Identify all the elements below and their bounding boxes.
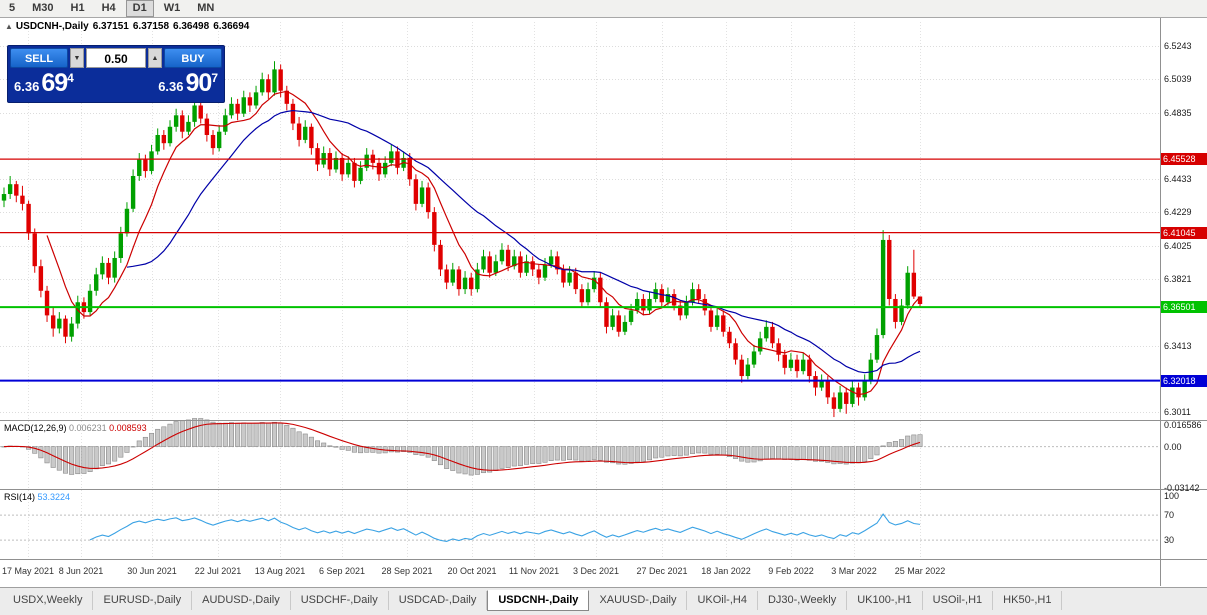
price-axis-label: -0.03142: [1164, 483, 1200, 493]
symbol-tab-hk50-h1[interactable]: HK50-,H1: [993, 591, 1063, 610]
price-axis-label: 6.3821: [1164, 274, 1192, 284]
ohlc-low: 6.36498: [173, 21, 210, 32]
date-label: 18 Jan 2022: [701, 566, 751, 576]
macd-value-signal: 0.008593: [109, 423, 147, 433]
ohlc-high: 6.37158: [132, 21, 170, 32]
symbol-tab-usdx-weekly[interactable]: USDX,Weekly: [3, 591, 94, 610]
sell-price-point: 4: [67, 71, 74, 85]
volume-input[interactable]: 0.50: [86, 48, 146, 68]
one-click-toggle-icon[interactable]: ▲: [5, 22, 13, 31]
price-axis-label: 70: [1164, 510, 1175, 520]
candles-layer: [1, 61, 923, 418]
sell-button[interactable]: SELL: [10, 48, 68, 68]
buy-price-point: 7: [211, 71, 218, 85]
price-axis-label: 0.00: [1164, 442, 1182, 452]
macd-value-main: 0.006231: [69, 423, 107, 433]
date-label: 13 Aug 2021: [254, 566, 306, 576]
symbol-tab-usdcnh-daily[interactable]: USDCNH-,Daily: [487, 590, 590, 611]
timeframe-button-h4[interactable]: H4: [101, 2, 116, 14]
symbol-tab-ukoil-h4[interactable]: UKOil-,H4: [687, 591, 758, 610]
price-axis[interactable]: 6.5243 6.5039 6.4835 6.4433 6.4229 6.4025 6.38…: [1161, 0, 1207, 587]
date-label: 27 Dec 2021: [636, 566, 688, 576]
timeframe-button-w1[interactable]: W1: [163, 2, 181, 14]
ma-fast-red-line: [46, 90, 921, 396]
buy-price-pips: 90: [185, 69, 213, 97]
ohlc-close: 6.36694: [213, 21, 250, 32]
date-label: 6 Sep 2021: [318, 566, 366, 576]
timeframe-button-mn[interactable]: MN: [197, 2, 215, 14]
rsi-line: [89, 513, 921, 542]
symbol-tab-eurusd-daily[interactable]: EURUSD-,Daily: [93, 591, 193, 610]
date-label: 8 Jun 2021: [58, 566, 104, 576]
date-label: 22 Jul 2021: [194, 566, 242, 576]
timeframe-button-h1[interactable]: H1: [70, 2, 85, 14]
price-line-label: 6.41045: [1161, 227, 1207, 239]
timeframe-button-5[interactable]: 5: [9, 2, 16, 14]
one-click-trading-panel: SELL ▼ 0.50 ▲ BUY 6.36694 6.36907: [7, 45, 225, 103]
price-axis-label: 6.5243: [1164, 41, 1192, 51]
price-line-label: 6.45528: [1161, 153, 1207, 165]
sell-price-prefix: 6.36: [14, 79, 40, 94]
symbol-title: USDCNH-,Daily: [15, 21, 89, 32]
symbol-tab-xauusd-daily[interactable]: XAUUSD-,Daily: [589, 591, 688, 610]
timeframe-button-m30[interactable]: M30: [32, 2, 54, 14]
price-axis-label: 100: [1164, 491, 1180, 501]
symbol-tab-usdcad-daily[interactable]: USDCAD-,Daily: [389, 591, 488, 610]
ohlc-open: 6.37151: [92, 21, 129, 32]
symbol-tab-audusd-daily[interactable]: AUDUSD-,Daily: [192, 591, 291, 610]
rsi-label: RSI(14) 53.3224: [4, 492, 70, 502]
date-label: 17 May 2021: [1, 566, 55, 576]
timeframe-toolbar: 5 M30 H1 H4 D1 W1 MN: [0, 0, 1207, 18]
price-axis-label: 6.4835: [1164, 108, 1192, 118]
date-label: 30 Jun 2021: [127, 566, 177, 576]
rsi-value: 53.3224: [37, 492, 71, 502]
date-label: 20 Oct 2021: [447, 566, 497, 576]
date-label: 28 Sep 2021: [381, 566, 433, 576]
price-line-label: 6.36501: [1161, 301, 1207, 313]
price-axis-label: 6.4229: [1164, 207, 1192, 217]
symbol-tab-usdchf-daily[interactable]: USDCHF-,Daily: [291, 591, 389, 610]
chart-tab-bar: USDX,Weekly EURUSD-,Daily AUDUSD-,Daily USD…: [0, 587, 1207, 615]
symbol-tab-dj30-weekly[interactable]: DJ30-,Weekly: [758, 591, 848, 610]
price-axis-label: 30: [1164, 535, 1175, 545]
date-label: 11 Nov 2021: [508, 566, 560, 576]
timeframe-button-d1[interactable]: D1: [125, 0, 154, 17]
price-axis-label: 6.3413: [1164, 341, 1192, 351]
date-label: 25 Mar 2022: [894, 566, 946, 576]
price-axis-label: 6.4433: [1164, 174, 1192, 184]
macd-name: MACD(12,26,9): [4, 423, 67, 433]
price-axis-label: 0.016586: [1164, 420, 1202, 430]
date-label: 3 Dec 2021: [572, 566, 620, 576]
price-line-label: 6.32018: [1161, 375, 1207, 387]
volume-decrease-button[interactable]: ▼: [70, 48, 84, 68]
symbol-tab-uk100-h1[interactable]: UK100-,H1: [847, 591, 923, 610]
date-label: 3 Mar 2022: [831, 566, 877, 576]
price-axis-label: 6.3011: [1164, 407, 1191, 417]
buy-button[interactable]: BUY: [164, 48, 222, 68]
symbol-tab-usoil-h1[interactable]: USOil-,H1: [923, 591, 994, 610]
sell-price[interactable]: 6.36694: [14, 70, 74, 97]
ma-slow-blue-line: [126, 109, 921, 374]
volume-increase-button[interactable]: ▲: [148, 48, 162, 68]
date-label: 9 Feb 2022: [768, 566, 814, 576]
rsi-name: RSI(14): [4, 492, 36, 502]
buy-price[interactable]: 6.36907: [158, 70, 218, 97]
macd-label: MACD(12,26,9) 0.006231 0.008593: [4, 423, 147, 433]
price-axis-label: 6.4025: [1164, 241, 1192, 251]
sell-price-pips: 69: [41, 69, 68, 97]
price-axis-label: 6.5039: [1164, 74, 1192, 84]
symbol-info-line: ▲ USDCNH-,Daily 6.37151 6.37158 6.36498 6.366…: [5, 21, 253, 32]
buy-price-prefix: 6.36: [158, 79, 184, 94]
